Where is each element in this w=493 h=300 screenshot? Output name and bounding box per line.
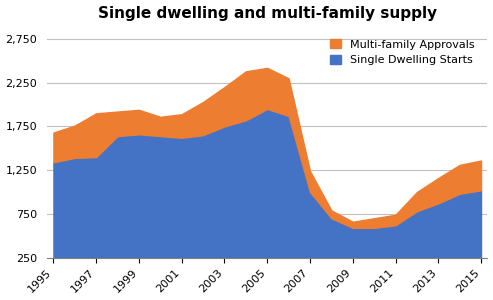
Legend: Multi-family Approvals, Single Dwelling Starts: Multi-family Approvals, Single Dwelling … [326,36,478,68]
Title: Single dwelling and multi-family supply: Single dwelling and multi-family supply [98,6,437,21]
